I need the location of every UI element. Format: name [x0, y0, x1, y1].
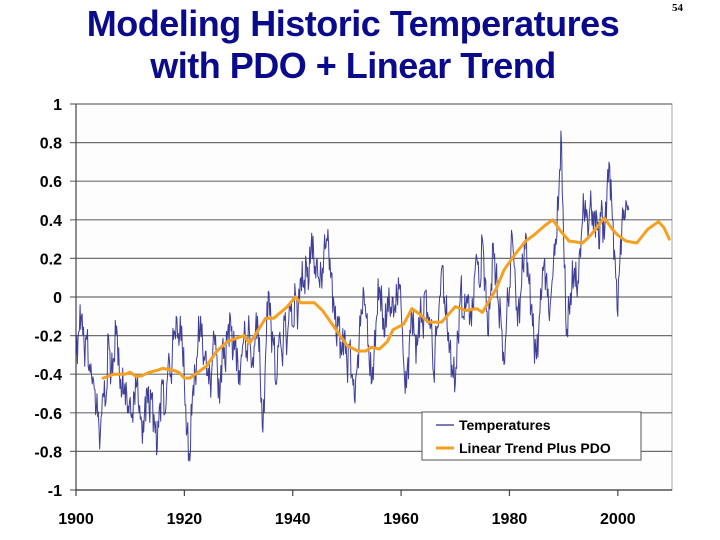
series-lines [75, 130, 671, 462]
x-tick-label: 1940 [275, 511, 311, 528]
y-tick-label: -0.4 [34, 367, 62, 384]
series-temperatures-line [75, 130, 630, 462]
legend-label: Temperatures [459, 417, 551, 433]
series-trend-pdo-line [101, 216, 671, 380]
legend-label: Linear Trend Plus PDO [459, 440, 611, 456]
y-tick-label: 0.4 [40, 213, 62, 230]
page-number: 54 [672, 2, 683, 14]
y-tick-label: 0.8 [40, 136, 62, 153]
y-axis-tick-labels: 1 0.8 0.6 0.4 0.2 0 -0.2 -0.4 -0.6 -0.8 -1 [34, 97, 62, 500]
y-tick-label: 0.6 [40, 174, 62, 191]
legend-box [421, 411, 642, 461]
x-tick-label: 1920 [167, 511, 203, 528]
y-tick-label: -0.8 [34, 444, 62, 461]
x-tick-label: 1960 [383, 511, 419, 528]
y-tick-label: 0 [53, 290, 62, 307]
slide-title-line1: Modeling Historic Temperatures [86, 3, 620, 44]
legend: Temperatures Linear Trend Plus PDO [421, 411, 642, 461]
y-tick-label: 0.2 [40, 251, 62, 268]
axes [75, 104, 672, 496]
y-tick-label: -0.6 [34, 406, 62, 423]
x-tick-label: 1900 [58, 511, 94, 528]
x-axis-tick-labels: 1900 1920 1940 1960 1980 2000 [58, 511, 636, 528]
x-tick-label: 2000 [600, 511, 636, 528]
x-tick-label: 1980 [492, 511, 528, 528]
y-tick-label: -0.2 [34, 329, 62, 346]
slide-title-line2: with PDO + Linear Trend [150, 45, 556, 86]
y-tick-label: 1 [53, 97, 62, 114]
y-tick-label: -1 [48, 483, 62, 500]
